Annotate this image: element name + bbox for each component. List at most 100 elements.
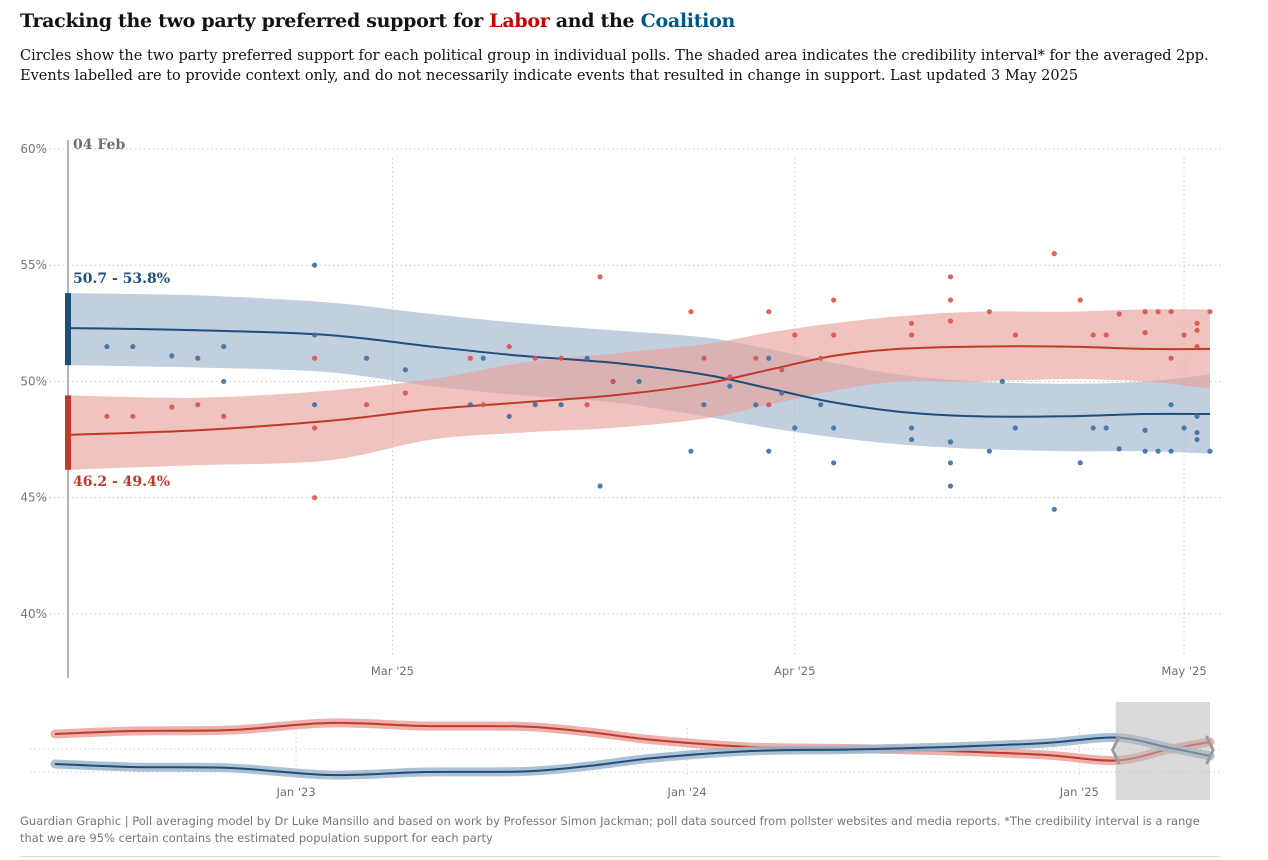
- labor-poll-point: [1090, 332, 1096, 338]
- poll-points: [104, 251, 1213, 512]
- labor-poll-point: [1077, 297, 1083, 303]
- labor-poll-point: [311, 495, 318, 501]
- labor-poll-point: [104, 413, 110, 419]
- labor-trend-line: [67, 345, 1211, 436]
- coalition-poll-point: [1116, 446, 1122, 452]
- labor-poll-point: [532, 355, 538, 361]
- coalition-poll-point: [766, 355, 772, 361]
- coalition-poll-point: [1207, 448, 1213, 454]
- labor-poll-point: [311, 355, 318, 361]
- labor-poll-point: [1142, 330, 1148, 336]
- overview-brush[interactable]: [1115, 702, 1210, 800]
- y-tick-label: 50%: [20, 374, 47, 388]
- labor-poll-point: [766, 309, 772, 315]
- labor-poll-point: [467, 355, 473, 361]
- coalition-poll-point: [130, 343, 136, 350]
- y-tick-label: 60%: [20, 142, 47, 156]
- title-coalition: Coalition: [640, 10, 736, 32]
- coalition-poll-point: [597, 483, 603, 489]
- labor-poll-point: [363, 402, 370, 408]
- labor-poll-point: [221, 413, 227, 419]
- coalition-poll-point: [1103, 425, 1109, 431]
- y-tick-label: 55%: [20, 258, 47, 272]
- coalition-poll-point: [195, 355, 201, 361]
- labor-poll-point: [169, 404, 175, 410]
- labor-poll-point: [584, 402, 590, 408]
- coalition-poll-point: [947, 483, 954, 489]
- labor-poll-point: [779, 367, 785, 373]
- labor-poll-point: [688, 309, 694, 315]
- labor-interval-bar: [65, 395, 71, 470]
- labor-interval-label: 46.2 - 49.4%: [73, 474, 170, 490]
- overview-tick-label: Jan '23: [275, 785, 315, 799]
- labor-poll-point: [195, 402, 201, 408]
- coalition-poll-point: [221, 343, 227, 350]
- labor-poll-point: [1194, 320, 1200, 326]
- coalition-poll-point: [999, 378, 1005, 385]
- labor-poll-point: [947, 297, 954, 303]
- footer-divider: [250, 856, 1220, 857]
- labor-poll-point: [1155, 309, 1161, 315]
- labor-poll-point: [130, 413, 136, 419]
- coalition-poll-point: [467, 402, 473, 408]
- labor-poll-point: [908, 332, 915, 338]
- coalition-poll-point: [779, 390, 785, 396]
- poll-chart[interactable]: 40% 45% 50% 55% 60% Mar '25 Apr '25 May '25 04 …: [0, 0, 1268, 810]
- coalition-poll-point: [1168, 448, 1174, 454]
- labor-poll-point: [311, 425, 318, 431]
- coalition-poll-point: [363, 355, 370, 361]
- coalition-poll-point: [688, 448, 694, 454]
- brush-handle[interactable]: [1205, 735, 1215, 765]
- coalition-poll-point: [1194, 429, 1200, 436]
- coalition-poll-point: [532, 402, 538, 408]
- labor-poll-point: [947, 274, 954, 280]
- coalition-poll-point: [1181, 425, 1187, 431]
- chart-title: Tracking the two party preferred support…: [20, 10, 735, 32]
- coalition-poll-point: [311, 402, 318, 408]
- coalition-poll-point: [1155, 448, 1161, 454]
- labor-poll-point: [1168, 355, 1174, 361]
- labor-poll-point: [753, 355, 759, 361]
- coalition-poll-point: [558, 402, 564, 408]
- footer-note: Guardian Graphic | Poll averaging model …: [20, 814, 1200, 845]
- labor-poll-point: [766, 402, 772, 408]
- labor-poll-point: [947, 318, 954, 324]
- labor-poll-point: [480, 402, 486, 408]
- coalition-poll-point: [311, 332, 318, 338]
- date-marker[interactable]: 04 Feb 50.7 - 53.8% 46.2 - 49.4%: [65, 137, 170, 678]
- title-labor: Labor: [489, 10, 550, 32]
- x-tick-label: Apr '25: [774, 664, 815, 678]
- coalition-poll-point: [402, 367, 409, 373]
- labor-poll-point: [597, 274, 603, 280]
- labor-poll-point: [701, 355, 707, 361]
- coalition-poll-point: [701, 402, 707, 408]
- labor-poll-point: [1012, 332, 1018, 338]
- coalition-poll-point: [1012, 425, 1018, 431]
- labor-poll-point: [727, 374, 733, 380]
- coalition-poll-point: [1194, 436, 1200, 443]
- labor-poll-point: [1142, 309, 1148, 315]
- labor-poll-point: [908, 320, 915, 326]
- coalition-poll-point: [947, 439, 954, 445]
- coalition-poll-point: [1090, 425, 1096, 431]
- coalition-poll-point: [908, 425, 915, 431]
- overview-timeline[interactable]: Jan '23 Jan '24 Jan '25: [30, 702, 1222, 800]
- labor-poll-point: [1194, 343, 1200, 350]
- coalition-poll-point: [1194, 413, 1200, 419]
- overview-coalition-line: [54, 736, 1211, 777]
- labor-poll-point: [1168, 309, 1174, 315]
- x-tick-label: May '25: [1161, 664, 1206, 678]
- labor-poll-point: [1181, 332, 1187, 338]
- overview-labor-line: [54, 721, 1211, 762]
- labor-poll-point: [610, 378, 616, 385]
- labor-poll-point: [792, 332, 798, 338]
- y-tick-label: 45%: [20, 491, 47, 505]
- coalition-interval-bar: [65, 293, 71, 366]
- chart-subtitle: Circles show the two party preferred sup…: [20, 48, 1209, 84]
- footer-divider-left: [20, 856, 250, 857]
- coalition-poll-point: [792, 425, 798, 431]
- coalition-poll-point: [1051, 506, 1057, 512]
- coalition-poll-point: [1142, 448, 1148, 454]
- brush-handle[interactable]: [1111, 735, 1121, 765]
- coalition-poll-point: [766, 448, 772, 454]
